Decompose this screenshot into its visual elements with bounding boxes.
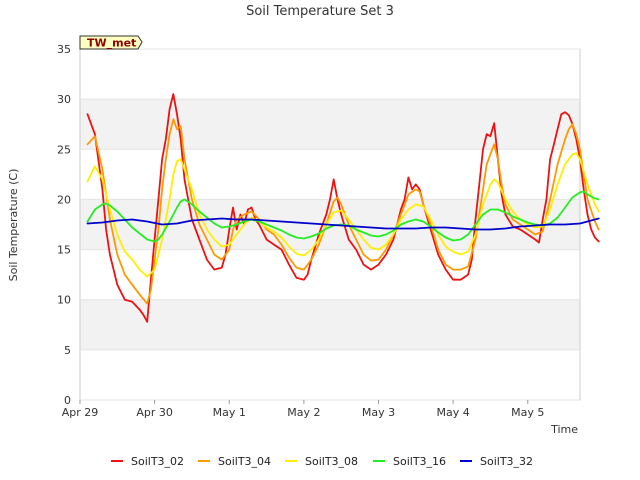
x-tick-label: May 1: [213, 406, 246, 419]
badge-shape: [79, 35, 143, 50]
y-tick-label: 20: [57, 193, 71, 206]
x-axis-ticks: Apr 29 Apr 30 May 1 May 2 May 3 May 4 May 5: [62, 400, 544, 419]
x-tick-label: May 2: [287, 406, 320, 419]
legend: SoilT3_02 SoilT3_04 SoilT3_08 SoilT3_16 Soil…: [111, 455, 533, 468]
x-tick-label: May 4: [437, 406, 470, 419]
y-tick-label: 10: [57, 294, 71, 307]
series-line-soilt3-02: [86, 93, 600, 323]
y-tick-label: 25: [57, 143, 71, 156]
legend-label: SoilT3_02: [131, 455, 184, 468]
grid-band: [80, 99, 580, 150]
legend-label: SoilT3_04: [218, 455, 271, 468]
y-tick-label: 5: [64, 344, 71, 357]
series-lines: [86, 93, 600, 323]
grid-band: [80, 299, 580, 350]
series-line-soilt3-32: [86, 217, 600, 231]
x-tick-label: Apr 29: [62, 406, 99, 419]
y-axis-label: Soil Temperature (C): [7, 169, 20, 282]
legend-label: SoilT3_32: [480, 455, 533, 468]
station-badge: TW_met: [79, 35, 143, 50]
y-tick-label: 30: [57, 93, 71, 106]
legend-label: SoilT3_08: [305, 455, 358, 468]
y-tick-label: 35: [57, 43, 71, 56]
x-tick-label: May 3: [362, 406, 395, 419]
x-tick-label: Apr 30: [136, 406, 173, 419]
y-tick-label: 15: [57, 244, 71, 257]
x-tick-label: May 5: [511, 406, 544, 419]
x-axis-label: Time: [550, 423, 578, 436]
chart-title: Soil Temperature Set 3: [246, 4, 394, 19]
badge-text: TW_met: [87, 37, 136, 50]
y-tick-label: 0: [64, 394, 71, 407]
legend-label: SoilT3_16: [393, 455, 446, 468]
